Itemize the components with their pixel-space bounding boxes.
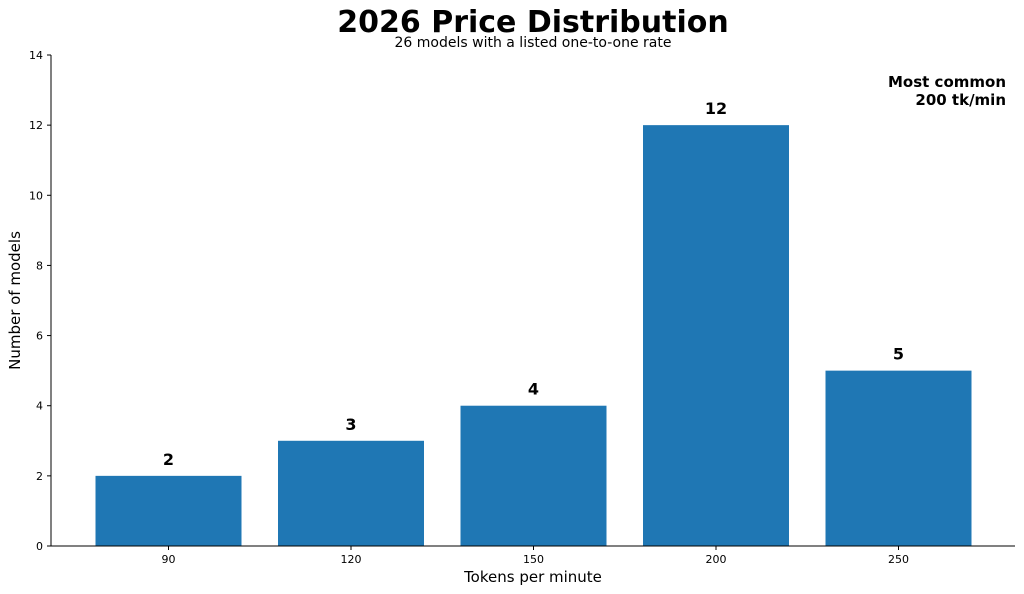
y-tick-label: 6 [36,330,43,343]
x-tick-label: 200 [706,553,727,566]
x-tick-label: 250 [888,553,909,566]
chart-title: 2026 Price Distribution [337,5,728,40]
chart-subtitle: 26 models with a listed one-to-one rate [395,35,672,51]
y-ticks-group: 0 2 4 6 8 10 12 14 [29,49,51,553]
x-tick-label: 150 [523,553,544,566]
bar-value-label-120: 3 [345,415,356,434]
bar-value-label-250: 5 [893,345,904,364]
bars-group [95,125,972,547]
y-axis-label: Number of models [6,231,24,370]
y-tick-label: 4 [36,400,43,413]
bar-value-label-150: 4 [528,380,539,399]
bar-250 [825,370,972,546]
y-tick-label: 12 [29,119,43,132]
bar-120 [278,440,424,546]
bar-value-label-200: 12 [705,99,727,118]
y-tick-label: 0 [36,540,43,553]
y-tick-label: 2 [36,470,43,483]
x-axis-label: Tokens per minute [463,568,602,586]
bar-value-label-90: 2 [163,450,174,469]
y-tick-label: 10 [29,189,43,202]
most-common-annotation-line2: 200 tk/min [915,91,1006,109]
bar-labels-group: 2 3 4 12 5 [163,99,904,469]
y-tick-label: 8 [36,259,43,272]
most-common-annotation-line1: Most common [888,73,1006,91]
x-tick-label: 120 [341,553,362,566]
y-tick-label: 14 [29,49,43,62]
x-ticks-group: 90 120 150 200 250 [162,546,909,566]
bar-200 [643,125,789,547]
x-tick-label: 90 [162,553,176,566]
bar-90 [95,475,242,546]
bar-150 [460,405,607,546]
